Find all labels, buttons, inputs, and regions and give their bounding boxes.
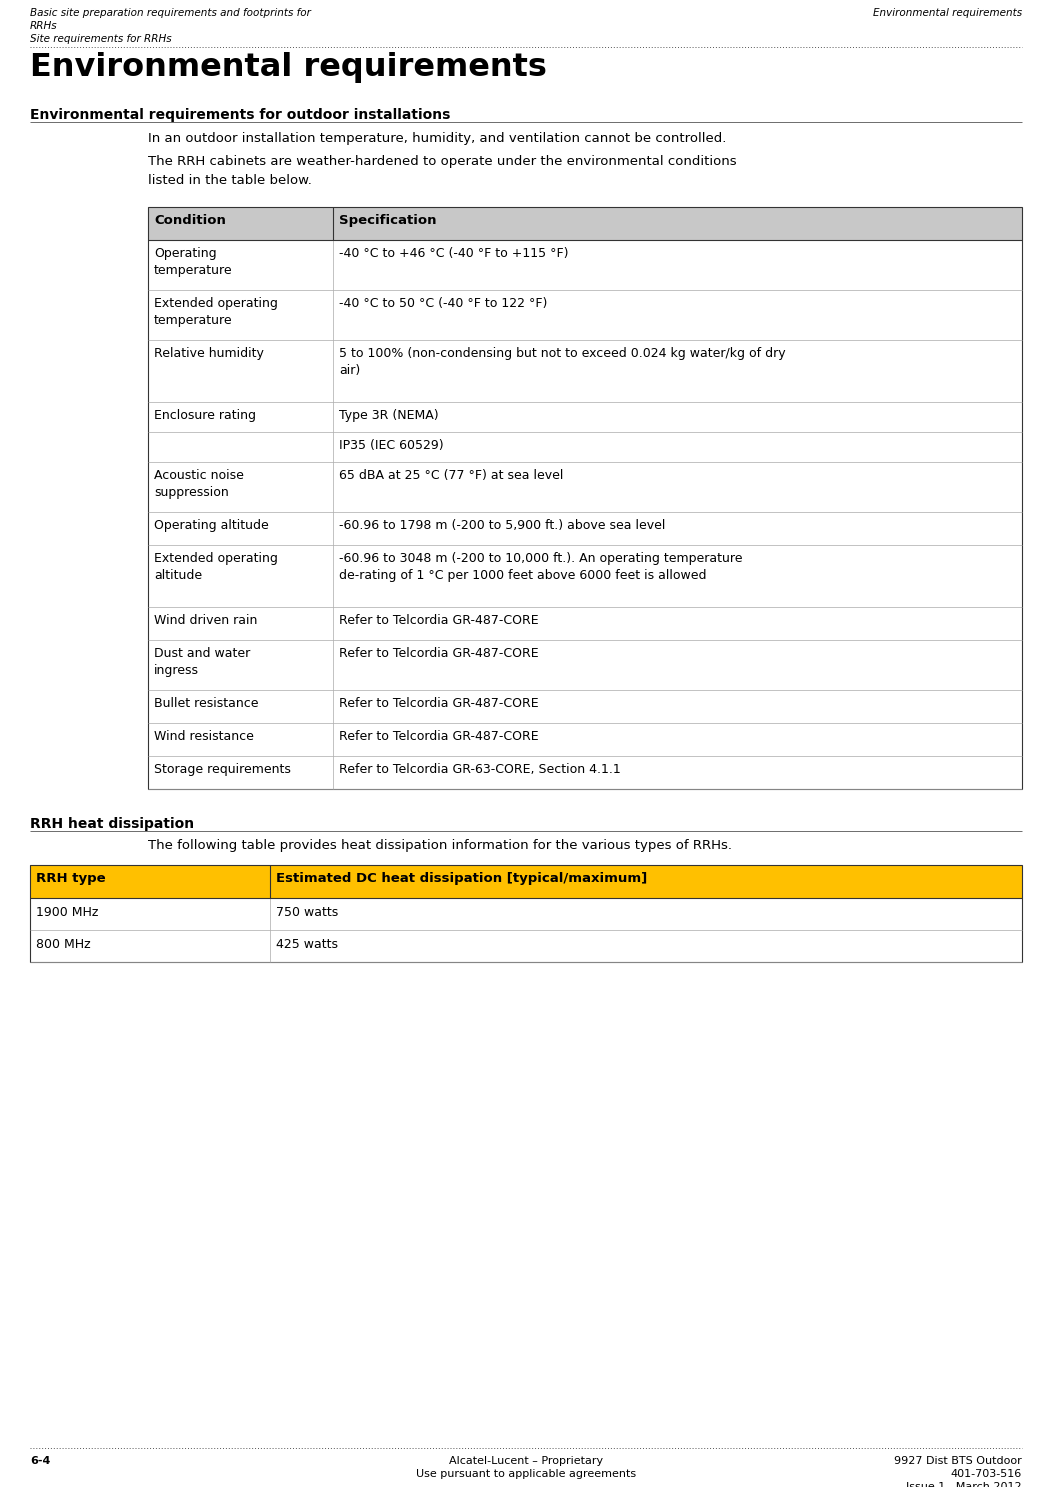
Text: 9927 Dist BTS Outdoor: 9927 Dist BTS Outdoor bbox=[894, 1456, 1021, 1466]
Text: Operating
temperature: Operating temperature bbox=[154, 247, 232, 277]
Text: Basic site preparation requirements and footprints for: Basic site preparation requirements and … bbox=[31, 7, 311, 18]
Bar bbox=[31, 865, 1021, 898]
Text: RRHs: RRHs bbox=[31, 21, 58, 31]
Bar bbox=[148, 207, 1021, 239]
Text: 5 to 100% (non-condensing but not to exceed 0.024 kg water/kg of dry
air): 5 to 100% (non-condensing but not to exc… bbox=[339, 346, 786, 378]
Text: Environmental requirements for outdoor installations: Environmental requirements for outdoor i… bbox=[31, 109, 450, 122]
Text: 65 dBA at 25 °C (77 °F) at sea level: 65 dBA at 25 °C (77 °F) at sea level bbox=[339, 468, 564, 482]
Text: The RRH cabinets are weather-hardened to operate under the environmental conditi: The RRH cabinets are weather-hardened to… bbox=[148, 155, 736, 186]
Text: 1900 MHz: 1900 MHz bbox=[36, 906, 99, 919]
Text: Extended operating
temperature: Extended operating temperature bbox=[154, 297, 278, 327]
Text: IP35 (IEC 60529): IP35 (IEC 60529) bbox=[339, 439, 444, 452]
Text: Bullet resistance: Bullet resistance bbox=[154, 697, 259, 709]
Text: Acoustic noise
suppression: Acoustic noise suppression bbox=[154, 468, 244, 500]
Text: Wind resistance: Wind resistance bbox=[154, 730, 254, 744]
Bar bbox=[148, 639, 1021, 690]
Bar bbox=[148, 207, 1021, 790]
Bar bbox=[148, 462, 1021, 512]
Text: Refer to Telcordia GR-63-CORE, Section 4.1.1: Refer to Telcordia GR-63-CORE, Section 4… bbox=[339, 763, 621, 776]
Text: 425 watts: 425 watts bbox=[276, 938, 338, 952]
Bar bbox=[148, 546, 1021, 607]
Bar bbox=[31, 898, 1021, 929]
Bar bbox=[148, 433, 1021, 462]
Text: Refer to Telcordia GR-487-CORE: Refer to Telcordia GR-487-CORE bbox=[339, 647, 539, 660]
Text: -40 °C to +46 °C (-40 °F to +115 °F): -40 °C to +46 °C (-40 °F to +115 °F) bbox=[339, 247, 568, 260]
Text: Alcatel-Lucent – Proprietary: Alcatel-Lucent – Proprietary bbox=[449, 1456, 603, 1466]
Text: RRH heat dissipation: RRH heat dissipation bbox=[31, 816, 195, 831]
Text: Refer to Telcordia GR-487-CORE: Refer to Telcordia GR-487-CORE bbox=[339, 614, 539, 628]
Bar bbox=[148, 401, 1021, 433]
Bar bbox=[148, 690, 1021, 723]
Text: Specification: Specification bbox=[339, 214, 437, 228]
Bar bbox=[148, 290, 1021, 341]
Text: Wind driven rain: Wind driven rain bbox=[154, 614, 258, 628]
Text: -60.96 to 1798 m (-200 to 5,900 ft.) above sea level: -60.96 to 1798 m (-200 to 5,900 ft.) abo… bbox=[339, 519, 665, 532]
Text: 800 MHz: 800 MHz bbox=[36, 938, 90, 952]
Text: 6-4: 6-4 bbox=[31, 1456, 50, 1466]
Bar bbox=[31, 929, 1021, 962]
Bar bbox=[31, 865, 1021, 962]
Text: Site requirements for RRHs: Site requirements for RRHs bbox=[31, 34, 171, 45]
Text: Dust and water
ingress: Dust and water ingress bbox=[154, 647, 250, 677]
Text: Refer to Telcordia GR-487-CORE: Refer to Telcordia GR-487-CORE bbox=[339, 697, 539, 709]
Text: 401-703-516: 401-703-516 bbox=[951, 1469, 1021, 1480]
Bar bbox=[148, 723, 1021, 755]
Text: Condition: Condition bbox=[154, 214, 226, 228]
Text: Environmental requirements: Environmental requirements bbox=[31, 52, 547, 83]
Text: The following table provides heat dissipation information for the various types : The following table provides heat dissip… bbox=[148, 839, 732, 852]
Text: 750 watts: 750 watts bbox=[276, 906, 339, 919]
Text: Use pursuant to applicable agreements: Use pursuant to applicable agreements bbox=[416, 1469, 636, 1480]
Text: Issue 1   March 2012: Issue 1 March 2012 bbox=[907, 1483, 1021, 1487]
Bar bbox=[148, 512, 1021, 546]
Text: Extended operating
altitude: Extended operating altitude bbox=[154, 552, 278, 581]
Text: Relative humidity: Relative humidity bbox=[154, 346, 264, 360]
Text: Operating altitude: Operating altitude bbox=[154, 519, 268, 532]
Text: -60.96 to 3048 m (-200 to 10,000 ft.). An operating temperature
de-rating of 1 °: -60.96 to 3048 m (-200 to 10,000 ft.). A… bbox=[339, 552, 743, 581]
Bar bbox=[148, 341, 1021, 401]
Bar bbox=[148, 239, 1021, 290]
Text: In an outdoor installation temperature, humidity, and ventilation cannot be cont: In an outdoor installation temperature, … bbox=[148, 132, 726, 146]
Text: -40 °C to 50 °C (-40 °F to 122 °F): -40 °C to 50 °C (-40 °F to 122 °F) bbox=[339, 297, 547, 309]
Text: Refer to Telcordia GR-487-CORE: Refer to Telcordia GR-487-CORE bbox=[339, 730, 539, 744]
Text: Storage requirements: Storage requirements bbox=[154, 763, 290, 776]
Text: RRH type: RRH type bbox=[36, 871, 105, 885]
Text: Enclosure rating: Enclosure rating bbox=[154, 409, 256, 422]
Text: Environmental requirements: Environmental requirements bbox=[873, 7, 1021, 18]
Text: Type 3R (NEMA): Type 3R (NEMA) bbox=[339, 409, 439, 422]
Bar bbox=[148, 607, 1021, 639]
Bar bbox=[148, 755, 1021, 790]
Text: Estimated DC heat dissipation [typical/maximum]: Estimated DC heat dissipation [typical/m… bbox=[276, 871, 647, 885]
